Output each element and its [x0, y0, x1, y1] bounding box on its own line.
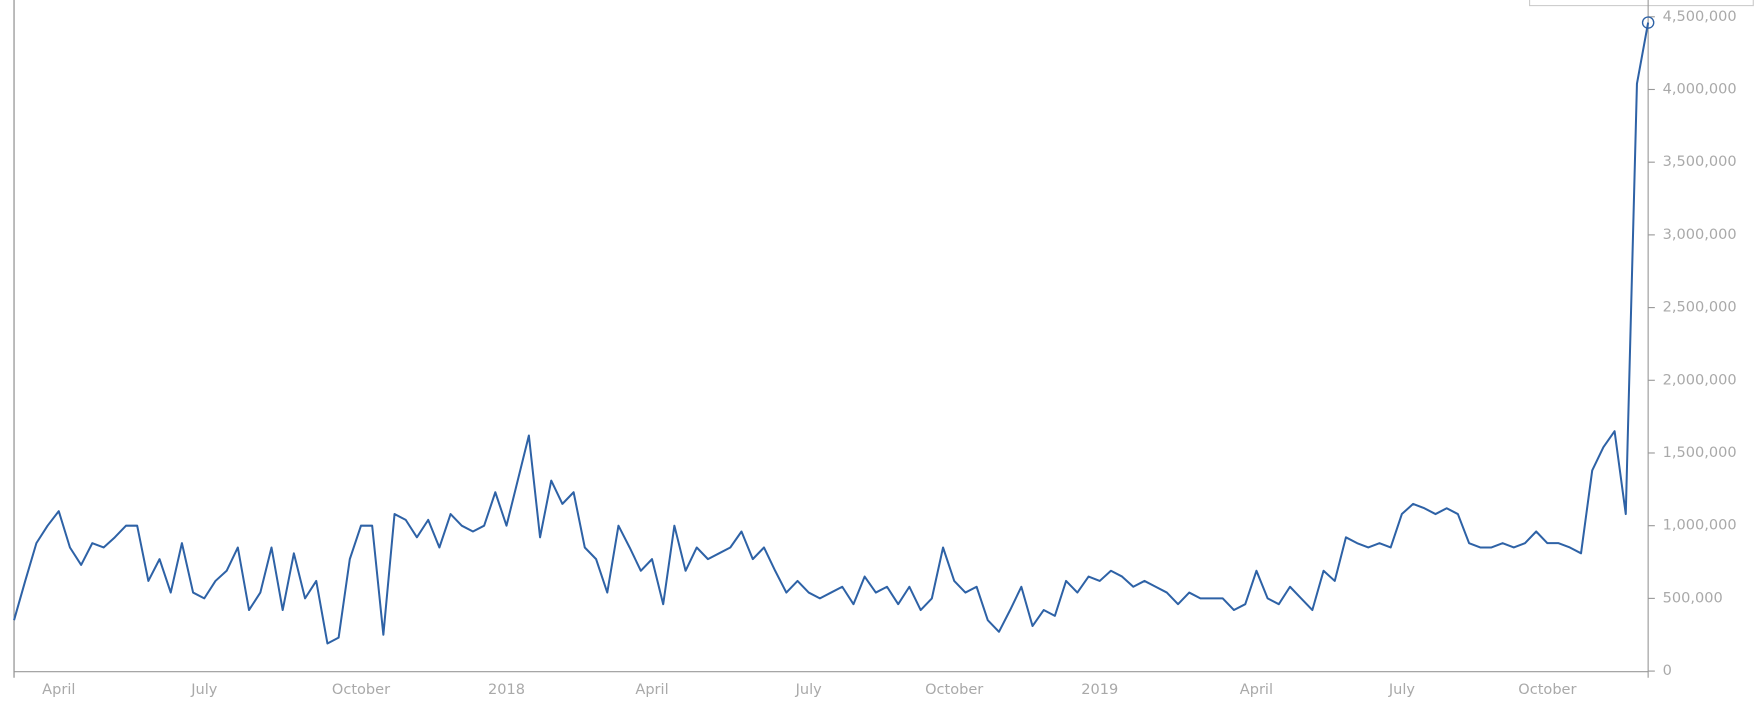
y-tick-label: 2,000,000 — [1663, 372, 1737, 388]
x-tick-label: October — [1518, 682, 1576, 698]
x-tick-label: 2019 — [1081, 682, 1118, 698]
x-tick-label: April — [1240, 682, 1273, 698]
hover-point — [1641, 16, 1655, 29]
tooltip-box — [1529, 0, 1754, 7]
x-tick-label: July — [1388, 682, 1416, 698]
x-tick-label: 2018 — [488, 682, 525, 698]
line-series — [13, 22, 1650, 645]
x-tick-label: April — [42, 682, 75, 698]
y-tick-label: 0 — [1663, 663, 1672, 679]
x-tick-label: October — [332, 682, 390, 698]
y-tick-label: 1,000,000 — [1663, 518, 1737, 534]
y-tick-label: 4,000,000 — [1663, 81, 1737, 97]
y-tick-label: 1,500,000 — [1663, 445, 1737, 461]
x-tick-label: July — [795, 682, 823, 698]
x-tick-label: July — [190, 682, 218, 698]
y-tick-label: 2,500,000 — [1663, 300, 1737, 316]
y-tick-label: 3,500,000 — [1663, 154, 1737, 170]
y-tick-label: 500,000 — [1663, 590, 1723, 606]
y-tick-label: 4,500,000 — [1663, 9, 1737, 25]
x-tick-label: October — [925, 682, 983, 698]
x-tick-label: April — [635, 682, 668, 698]
y-tick-label: 3,000,000 — [1663, 227, 1737, 243]
